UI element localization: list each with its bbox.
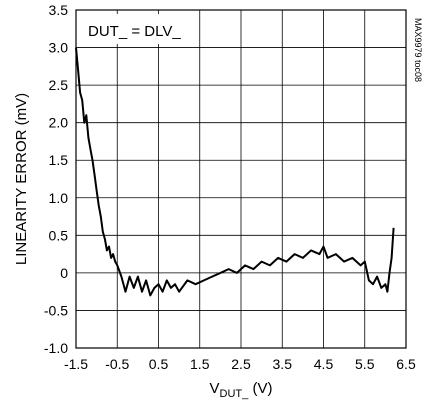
y-axis-label: LINEARITY ERROR (mV)	[13, 93, 30, 265]
x-tick-label: -0.5	[105, 356, 129, 372]
annotation: DUT_ = DLV_	[88, 23, 181, 40]
series-line	[75, 47, 395, 297]
y-tick-label: 2.0	[49, 115, 69, 131]
y-tick-label: 3.0	[49, 40, 69, 56]
y-tick-labels: -1.0 -0.5 0 0.5 1.0 1.5 2.0 2.5 3.0 3.5	[44, 2, 68, 356]
x-axis-label-main: V	[210, 380, 220, 397]
plot-frame	[75, 9, 407, 349]
x-axis-label-subscript: DUT_	[220, 388, 250, 400]
y-tick-label: -0.5	[44, 302, 68, 318]
y-tick-label: -1.0	[44, 340, 68, 356]
grid	[75, 9, 407, 349]
x-tick-label: 6.5	[396, 356, 416, 372]
annotation-box	[80, 14, 198, 44]
y-tick-label: 1.0	[49, 190, 69, 206]
x-axis-label: VDUT_ (V)	[210, 380, 273, 400]
y-tick-label: 2.5	[49, 77, 69, 93]
x-tick-label: 4.5	[314, 356, 334, 372]
x-tick-label: -1.5	[64, 356, 88, 372]
y-tick-label: 0.5	[49, 227, 69, 243]
y-tick-label: 0	[60, 265, 68, 281]
y-tick-label: 3.5	[49, 2, 69, 18]
side-label: MAX9979 toc08	[413, 18, 423, 82]
x-tick-label: 5.5	[355, 356, 375, 372]
x-axis-label-unit: (V)	[248, 380, 272, 397]
x-tick-label: 2.5	[231, 356, 251, 372]
x-tick-label: 3.5	[273, 356, 293, 372]
x-tick-labels: -1.5 -0.5 0.5 1.5 2.5 3.5 4.5 5.5 6.5	[64, 356, 416, 372]
series-layer	[75, 47, 395, 297]
y-tick-label: 1.5	[49, 152, 69, 168]
x-tick-label: 1.5	[190, 356, 210, 372]
x-tick-label: 0.5	[149, 356, 169, 372]
